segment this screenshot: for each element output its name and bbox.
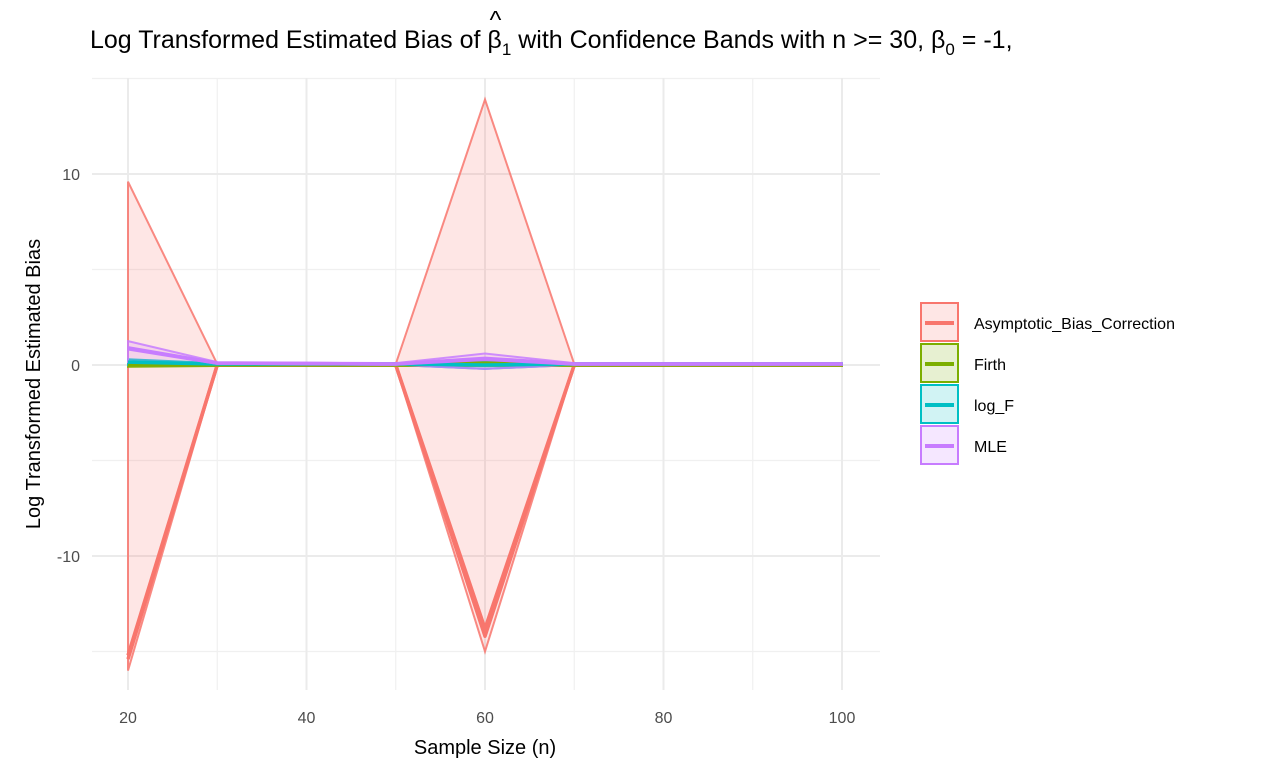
band-asymptotic-bias-correction xyxy=(127,96,843,671)
x-tick-label: 20 xyxy=(119,710,137,727)
title-hat-symbol: ^ xyxy=(490,6,502,34)
title-middle: with Confidence Bands with n >= 30, xyxy=(511,26,931,54)
legend-label: log_F xyxy=(974,398,1014,415)
x-axis-title: Sample Size (n) xyxy=(414,737,556,759)
y-tick-label: 0 xyxy=(71,358,80,375)
title-subscript-1: 1 xyxy=(502,40,511,59)
legend-label: Firth xyxy=(974,357,1006,374)
chart-title: Log Transformed Estimated Bias of β1 wit… xyxy=(90,26,1013,59)
y-tick-label: -10 xyxy=(57,549,80,566)
title-subscript-0: 0 xyxy=(945,40,954,59)
legend: Asymptotic_Bias_Correction Firth log_F MLE xyxy=(920,302,1175,465)
line-mle xyxy=(127,347,842,366)
legend-label: Asymptotic_Bias_Correction xyxy=(974,316,1175,333)
x-tick-label: 60 xyxy=(476,710,494,727)
title-suffix: = -1, xyxy=(955,26,1013,54)
y-axis-title: Log Transformed Estimated Bias xyxy=(23,239,45,529)
series-lines xyxy=(126,346,842,660)
x-tick-label: 40 xyxy=(298,710,316,727)
x-tick-label: 100 xyxy=(829,710,856,727)
y-tick-label: 10 xyxy=(62,167,80,184)
y-axis-ticks: -10 0 10 xyxy=(57,167,80,566)
legend-label: MLE xyxy=(974,439,1007,456)
title-prefix: Log Transformed Estimated Bias of xyxy=(90,26,487,54)
confidence-bands xyxy=(127,96,843,671)
title-beta-1: β xyxy=(487,26,501,54)
x-axis-ticks: 20 40 60 80 100 xyxy=(119,710,855,727)
title-beta-0: β xyxy=(931,26,945,54)
x-tick-label: 80 xyxy=(655,710,673,727)
